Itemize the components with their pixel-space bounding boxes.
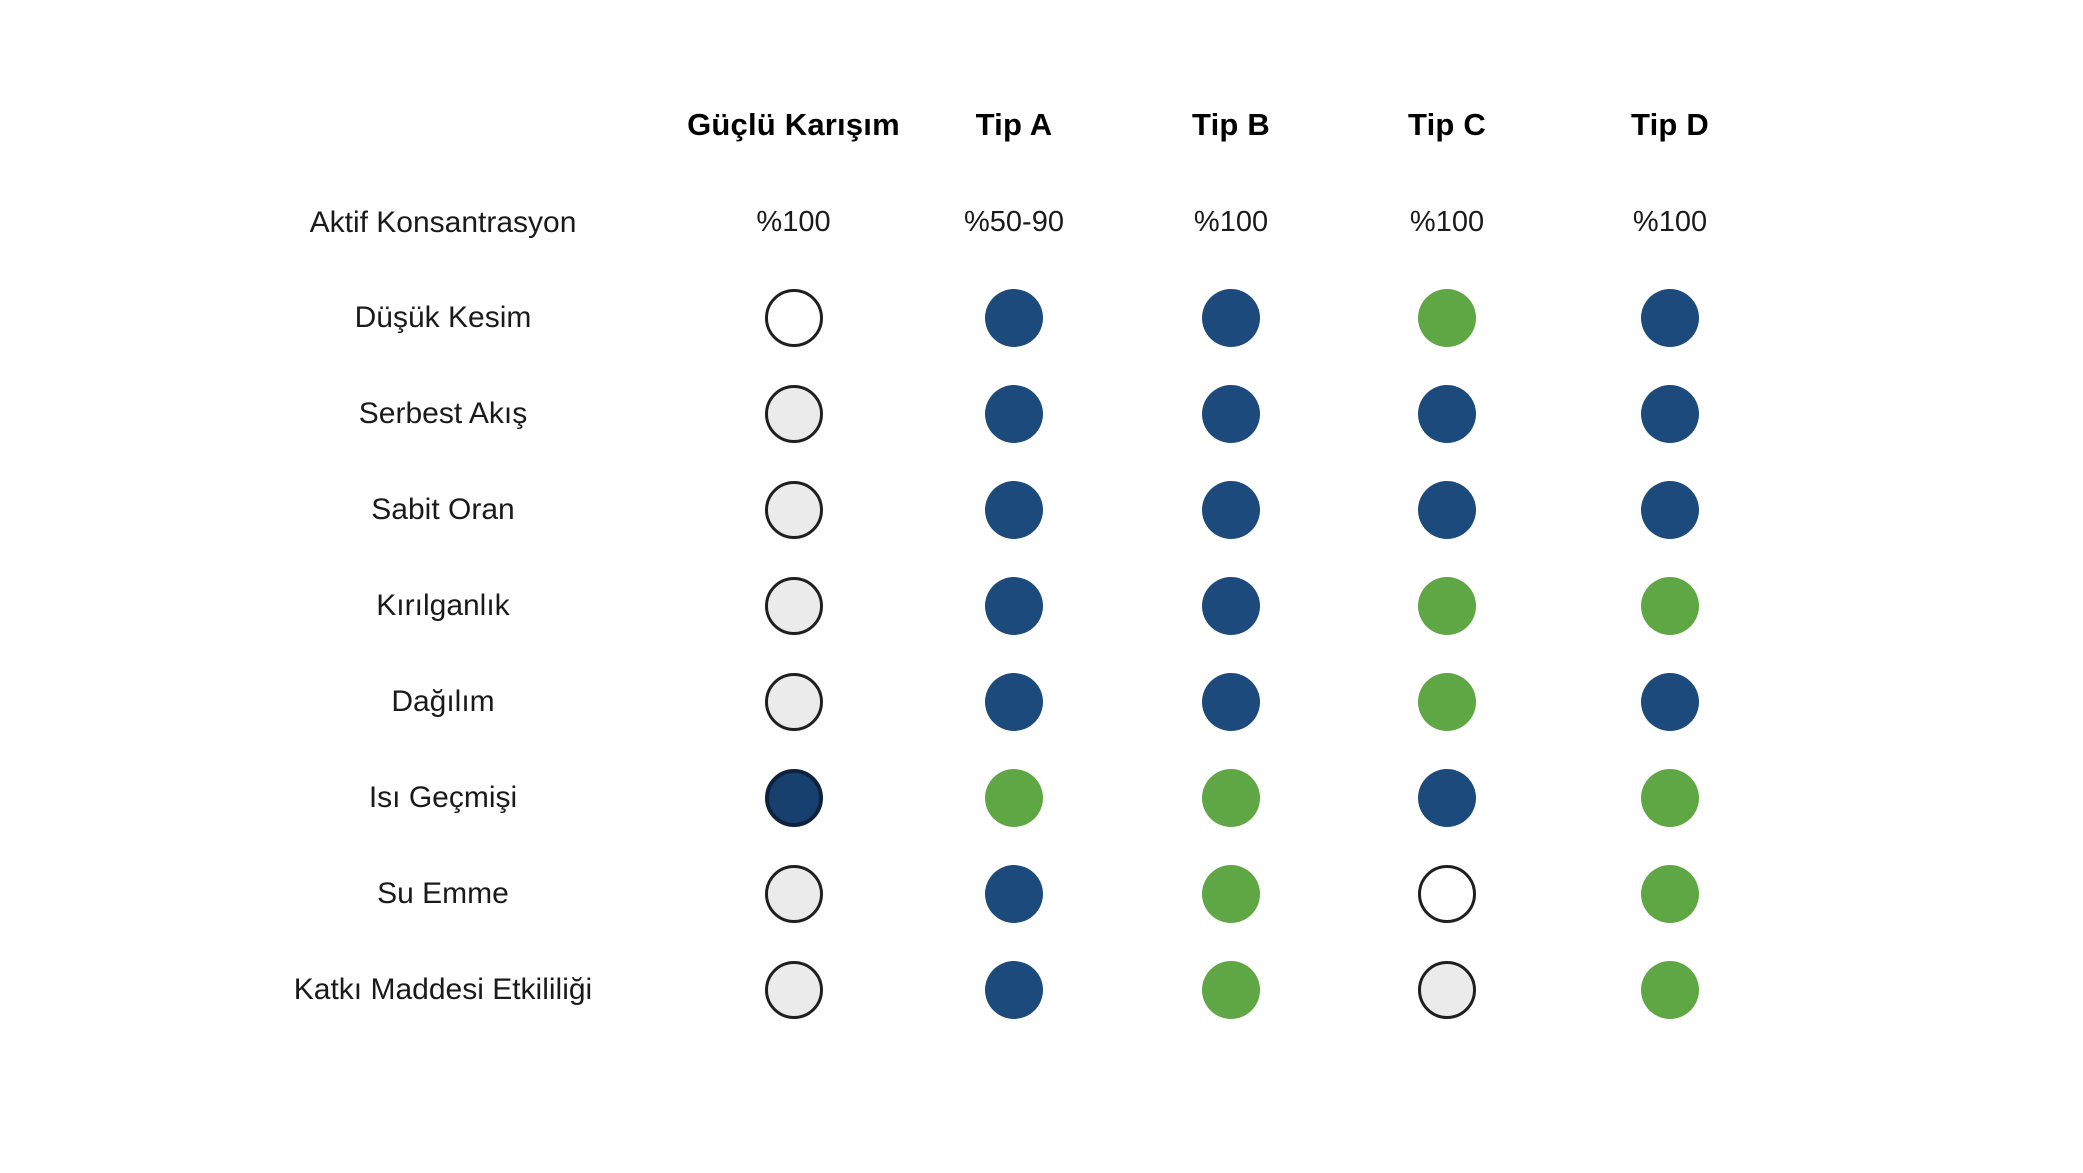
rating-dot [764, 769, 823, 827]
rating-dot [1202, 865, 1260, 923]
rating-dot [1641, 577, 1699, 635]
row-label-su-emme: Su Emme [377, 877, 509, 910]
row-label-katki-maddesi-etkililigi: Katkı Maddesi Etkililiği [293, 973, 593, 1006]
concentration-value: %100 [1193, 206, 1269, 238]
rating-dot [985, 577, 1043, 635]
concentration-value: %100 [1632, 206, 1708, 238]
rating-dot [1202, 961, 1260, 1019]
rating-dot [1202, 385, 1260, 443]
rating-dot [764, 577, 823, 635]
rating-dot [1641, 673, 1699, 731]
rating-dot [1641, 385, 1699, 443]
rating-dot [1418, 769, 1476, 827]
rating-dot [1641, 961, 1699, 1019]
rating-dot [764, 289, 823, 347]
rating-dot [1418, 289, 1476, 347]
rating-dot [985, 481, 1043, 539]
comparison-grid: Güçlü Karışım Tip A Tip B Tip C Tip D Ak… [203, 75, 1784, 1038]
rating-dot [1641, 481, 1699, 539]
column-header-guclu-karisim: Güçlü Karışım [687, 107, 900, 142]
corner-spacer [203, 75, 683, 175]
rating-dot [1418, 673, 1476, 731]
rating-dot [1641, 769, 1699, 827]
row-label-dagilim: Dağılım [391, 685, 495, 718]
concentration-value: %100 [756, 206, 831, 238]
rating-dot [1202, 289, 1260, 347]
rating-dot [764, 673, 823, 731]
rating-dot [985, 961, 1043, 1019]
rating-dot [985, 673, 1043, 731]
column-header-tip-b: Tip B [1192, 107, 1270, 142]
rating-dot [764, 865, 823, 923]
rating-dot [1641, 289, 1699, 347]
rating-dot [1418, 577, 1476, 635]
rating-dot [1641, 865, 1699, 923]
rating-dot [985, 769, 1043, 827]
rating-dot [764, 961, 823, 1019]
rating-dot [764, 385, 823, 443]
row-label-kirilganlik: Kırılganlık [376, 589, 510, 622]
rating-dot [1202, 481, 1260, 539]
rating-dot [1202, 769, 1260, 827]
concentration-value: %50-90 [964, 206, 1064, 238]
rating-dot [985, 289, 1043, 347]
column-header-tip-d: Tip D [1631, 107, 1709, 142]
rating-dot [1202, 673, 1260, 731]
rating-dot [1418, 961, 1476, 1019]
row-label-serbest-akis: Serbest Akış [358, 397, 528, 430]
rating-dot [1418, 865, 1476, 923]
row-label-dusuk-kesim: Düşük Kesim [354, 301, 532, 334]
rating-dot [985, 865, 1043, 923]
row-label-sabit-oran: Sabit Oran [371, 493, 515, 526]
concentration-value: %100 [1409, 206, 1485, 238]
column-header-tip-a: Tip A [975, 107, 1053, 142]
rating-dot [985, 385, 1043, 443]
row-label-aktif-konsantrasyon: Aktif Konsantrasyon [309, 205, 577, 239]
rating-dot [1418, 481, 1476, 539]
column-header-tip-c: Tip C [1408, 107, 1486, 142]
rating-dot [764, 481, 823, 539]
row-label-isi-gecmisi: Isı Geçmişi [368, 781, 518, 814]
rating-dot [1202, 577, 1260, 635]
rating-dot [1418, 385, 1476, 443]
